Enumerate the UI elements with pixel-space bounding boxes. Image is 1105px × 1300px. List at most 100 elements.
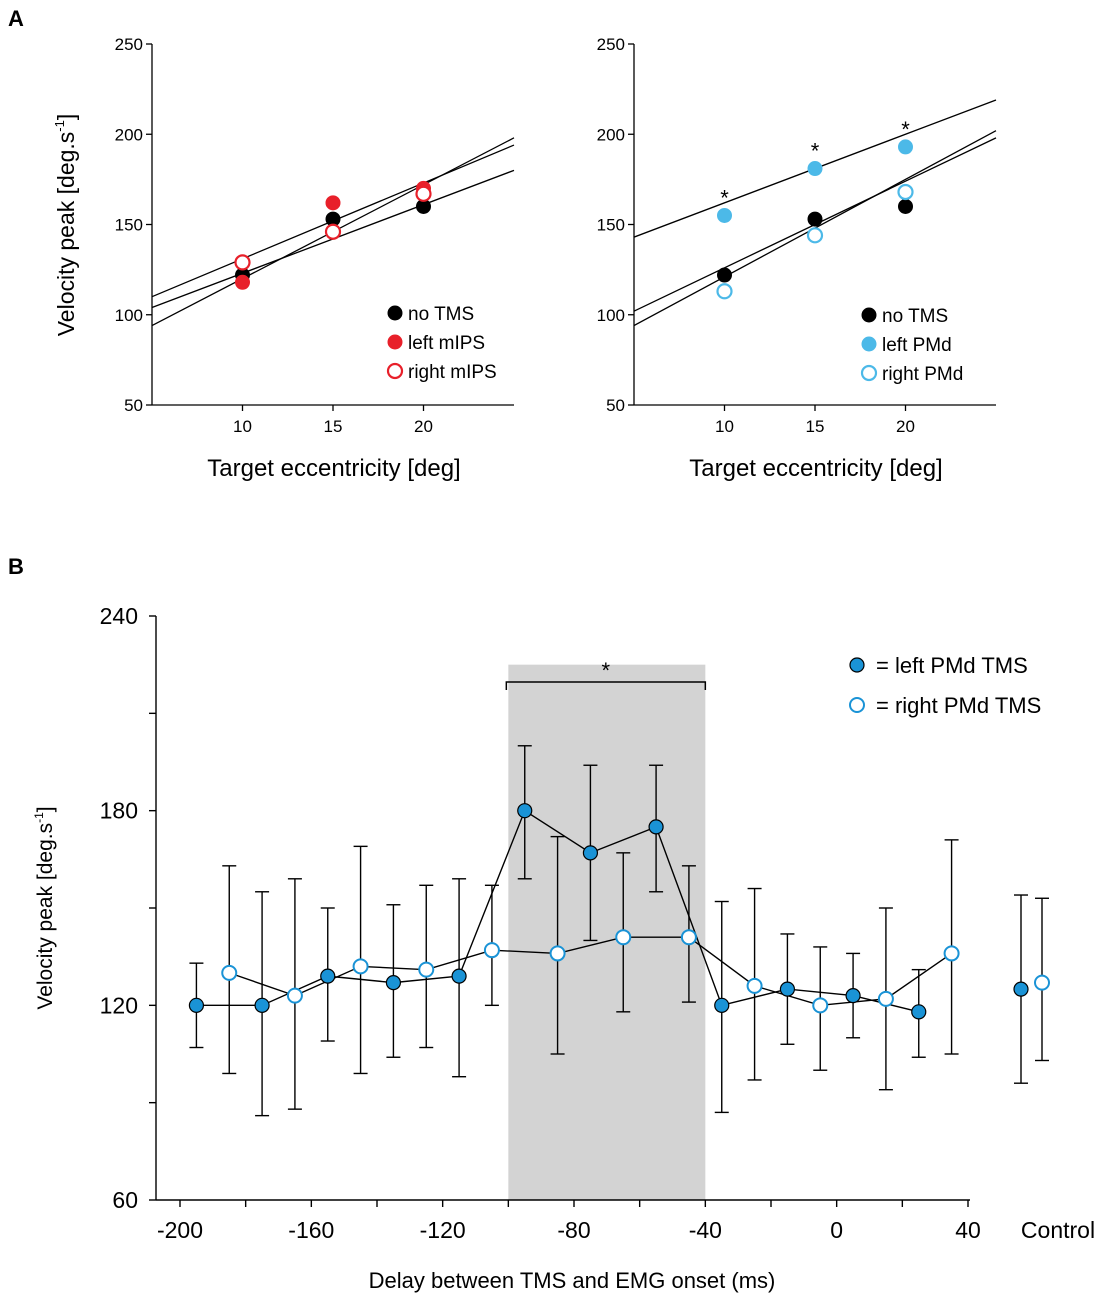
- chart-a-right-y-tick-label: 200: [597, 125, 625, 144]
- chart-a-left-legend-marker-1: [387, 305, 403, 321]
- chart-a-left-y-tick-label: 100: [115, 306, 143, 325]
- chart-b-legend-marker-2: [849, 697, 865, 713]
- chart-a-right-significance-star: *: [901, 117, 910, 142]
- chart-b-point-s1: [320, 968, 336, 984]
- chart-b-significance-star: *: [602, 658, 611, 683]
- chart-b-point-s1: [714, 997, 730, 1013]
- chart-a-left-point-s2: [325, 195, 341, 211]
- chart-b-control-point-s1: [1013, 981, 1029, 997]
- chart-b-x-tick-label: 0: [830, 1217, 843, 1243]
- chart-a-left-legend-label-2: left mIPS: [408, 333, 485, 354]
- chart-b-y-tick-label: 180: [100, 798, 138, 824]
- chart-b-point-s2: [549, 945, 566, 962]
- chart-a-left-point-s3: [324, 223, 342, 240]
- chart-b-x-tick-label: -40: [689, 1217, 722, 1243]
- chart-a-right-point-s3: [716, 283, 733, 300]
- chart-a-left-point-s2: [235, 274, 250, 290]
- chart-b-point-s2: [812, 997, 829, 1014]
- chart-b-point-s1: [648, 819, 664, 835]
- chart-b-point-s2: [943, 945, 960, 962]
- chart-a-left-point-s3: [234, 254, 251, 271]
- chart-a-right-xlabel: Target eccentricity [deg]: [689, 455, 942, 482]
- chart-b-series-line-2: [229, 936, 952, 1007]
- chart-a-right-point-s2: [898, 139, 913, 155]
- chart-b-y-tick-label: 60: [112, 1187, 138, 1213]
- chart-a-right-legend-label-3: right PMd: [882, 364, 963, 385]
- chart-a-left-legend-marker-2: [387, 334, 403, 350]
- chart-b-point-s2: [286, 987, 303, 1004]
- chart-a-left-legend-marker-3: [386, 362, 404, 380]
- chart-a-left-point-s3: [415, 185, 432, 202]
- chart-b-legend-marker-1: [849, 657, 865, 673]
- chart-b-point-s2: [615, 929, 632, 946]
- chart-a-right-point-s3: [806, 227, 824, 244]
- chart-b: * 60 120 180 240 -200 -160 -120 -80 -40 0 40 Control…: [100, 603, 1095, 1243]
- chart-b-y-tick-label: 240: [100, 603, 138, 629]
- chart-b-y-tick-label: 120: [100, 992, 138, 1018]
- chart-b-point-s1: [517, 803, 533, 819]
- chart-b-x-tick-label: -120: [420, 1217, 466, 1243]
- chart-a-left-y-tick-label: 150: [115, 216, 143, 235]
- chart-a-right-legend-marker-2: [861, 336, 877, 352]
- chart-a-left-legend-label-1: no TMS: [408, 304, 474, 325]
- chart-a-right: 50 100 150 200 250 10 15 20 * * * no TMS left PMd rig…: [597, 35, 997, 436]
- panel-label-a: A: [8, 6, 24, 31]
- chart-b-xlabel: Delay between TMS and EMG onset (ms): [369, 1268, 776, 1293]
- chart-a-right-point-s1: [898, 198, 913, 214]
- chart-b-point-s1: [385, 975, 402, 991]
- chart-a-right-point-s3: [897, 183, 914, 201]
- chart-a-left-y-tick-label: 250: [115, 35, 143, 54]
- chart-a-right-point-s2: [807, 161, 823, 177]
- chart-a-right-point-s1: [717, 267, 732, 283]
- panel-label-b: B: [8, 554, 24, 579]
- chart-b-series-line-1: [196, 809, 919, 1013]
- chart-a-right-significance-star: *: [720, 185, 729, 210]
- chart-b-point-s2: [680, 929, 697, 946]
- chart-b-x-tick-label: -80: [557, 1217, 590, 1243]
- chart-b-point-s2: [746, 977, 763, 994]
- chart-a-right-x-tick-label: 20: [896, 417, 915, 436]
- chart-b-point-s1: [254, 997, 270, 1013]
- chart-b-point-s1: [451, 968, 467, 984]
- chart-a-left-x-tick-label: 20: [414, 417, 433, 436]
- chart-a-right-point-s1: [807, 211, 823, 227]
- chart-b-point-s2: [483, 942, 500, 959]
- chart-a-left-legend-label-3: right mIPS: [408, 362, 497, 383]
- chart-a-right-legend-label-2: left PMd: [882, 335, 952, 356]
- chart-b-point-s2: [352, 958, 369, 975]
- chart-a-right-legend-marker-3: [860, 364, 878, 382]
- chart-b-point-s1: [188, 997, 205, 1013]
- chart-b-point-s2: [221, 964, 238, 981]
- chart-a-right-point-s2: [717, 207, 732, 223]
- chart-b-point-s2: [877, 990, 894, 1007]
- chart-a-left: 50 100 150 200 250 10 15 20 no TMS left mIPS right…: [115, 35, 515, 436]
- chart-b-x-tick-label: -160: [288, 1217, 334, 1243]
- chart-a-left-x-tick-label: 10: [233, 417, 252, 436]
- chart-a-right-legend-label-1: no TMS: [882, 306, 948, 327]
- chart-b-control-point-s2: [1034, 974, 1050, 991]
- chart-a-right-y-tick-label: 250: [597, 35, 625, 54]
- chart-b-point-s1: [911, 1004, 927, 1020]
- chart-a-right-x-tick-label: 15: [806, 417, 825, 436]
- chart-a-right-y-tick-label: 100: [597, 306, 625, 325]
- chart-b-shaded-region: [508, 664, 706, 1200]
- chart-a-left-y-tick-label: 200: [115, 125, 143, 144]
- chart-b-x-tick-label: 40: [955, 1217, 981, 1243]
- chart-a-right-x-tick-label: 10: [715, 417, 734, 436]
- chart-a-left-ylabel: Velocity peak [deg.s-1]: [52, 114, 79, 337]
- chart-b-significance-bracket: [505, 681, 707, 690]
- chart-a-right-significance-star: *: [811, 139, 820, 164]
- chart-b-point-s1: [845, 987, 861, 1004]
- chart-a-left-x-tick-label: 15: [324, 417, 343, 436]
- chart-b-point-s2: [418, 961, 435, 978]
- chart-a-right-y-tick-label: 150: [597, 216, 625, 235]
- chart-b-point-s1: [779, 981, 796, 997]
- chart-b-x-tick-label: -200: [157, 1217, 203, 1243]
- chart-b-ylabel: Velocity peak [deg.s-1]: [32, 806, 57, 1009]
- chart-b-legend-label-1: = left PMd TMS: [876, 653, 1028, 678]
- chart-a-left-xlabel: Target eccentricity [deg]: [207, 455, 460, 482]
- chart-b-point-s1: [582, 845, 599, 861]
- chart-a-right-y-tick-label: 50: [606, 396, 625, 415]
- chart-a-left-y-tick-label: 50: [124, 396, 143, 415]
